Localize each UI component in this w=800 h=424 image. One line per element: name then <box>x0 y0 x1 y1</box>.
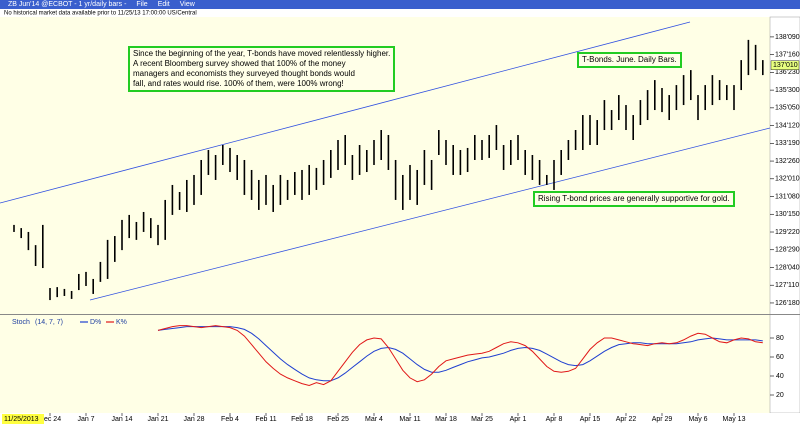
legend-label: D% <box>90 319 101 326</box>
x-tick-label: Feb 4 <box>221 416 239 423</box>
y-tick-label: 130'150 <box>775 211 800 218</box>
x-tick-label: Mar 18 <box>435 416 457 423</box>
x-tick-label: Apr 8 <box>546 416 563 423</box>
stoch-params: (14, 7, 7) <box>35 319 63 326</box>
y-tick-label: 132'010 <box>775 176 800 183</box>
y-tick-label: 135'050 <box>775 105 800 112</box>
stoch-panel <box>0 315 770 413</box>
stoch-line <box>157 325 763 387</box>
annotation-box: Since the beginning of the year, T-bonds… <box>128 46 396 92</box>
cursor-date-box <box>2 414 44 424</box>
y-tick-label: 40 <box>776 373 784 380</box>
stoch-title: Stoch <box>12 319 30 326</box>
cursor-date: 11/25/2013 <box>4 416 39 423</box>
x-tick-label: May 13 <box>723 416 746 423</box>
x-tick-label: Jan 21 <box>147 416 168 423</box>
menu-item[interactable]: File <box>136 1 148 8</box>
y-tick-label: 137'160 <box>775 51 800 58</box>
y-tick-label: 129'220 <box>775 229 800 236</box>
x-tick-label: Feb 18 <box>291 416 313 423</box>
y-tick-label: 128'290 <box>775 247 800 254</box>
x-tick-label: Apr 29 <box>652 416 673 423</box>
channel-upper <box>0 21 691 204</box>
x-tick-label: Feb 25 <box>327 416 349 423</box>
annotation-line: Rising T-bond prices are generally suppo… <box>538 194 730 203</box>
last-price-label: 137'010 <box>773 62 798 69</box>
x-tick-label: Apr 22 <box>616 416 637 423</box>
x-tick-label: Mar 11 <box>399 416 420 423</box>
x-tick-label: Mar 4 <box>365 416 383 423</box>
x-tick-label: Feb 11 <box>255 416 276 423</box>
legend-label: K% <box>116 319 127 326</box>
y-tick-label: 20 <box>776 392 784 399</box>
annotation-line: fall, and rates would rise. 100% of them… <box>133 79 344 88</box>
y-tick-label: 60 <box>776 354 784 361</box>
x-tick-label: Jan 28 <box>183 416 204 423</box>
x-tick-label: Mar 25 <box>471 416 493 423</box>
x-tick-label: Apr 1 <box>510 416 527 423</box>
x-tick-label: Jan 7 <box>77 416 94 423</box>
y-tick-label: 132'260 <box>775 158 800 165</box>
y-tick-label: 127'110 <box>775 282 799 289</box>
x-tick-label: Apr 15 <box>580 416 601 423</box>
annotation-box: T-Bonds. June. Daily Bars. <box>577 52 682 68</box>
y-tick-label: 133'190 <box>775 140 800 147</box>
annotation-box: Rising T-bond prices are generally suppo… <box>533 191 735 207</box>
window-title: ZB Jun'14 @ECBOT - 1 yr/daily bars - <box>8 1 127 8</box>
y-tick-label: 126'180 <box>775 300 800 307</box>
y-tick-label: 134'120 <box>775 122 800 129</box>
y-tick-label: 131'080 <box>775 193 800 200</box>
y-tick-label: 135'300 <box>775 87 800 94</box>
annotation-line: A recent Bloomberg survey showed that 10… <box>133 59 346 68</box>
menu-item[interactable]: View <box>179 1 195 8</box>
x-tick-label: Jan 14 <box>111 416 132 423</box>
y-tick-label: 128'040 <box>775 264 800 271</box>
annotation-line: managers and economists they surveyed th… <box>133 69 355 78</box>
axis-panel <box>769 16 800 414</box>
x-tick-label: May 6 <box>688 416 707 423</box>
x-tick-label: Dec 24 <box>39 416 61 423</box>
note: No historical market data available prio… <box>4 11 197 17</box>
last-price-box <box>770 60 800 70</box>
menu-item[interactable]: Edit <box>157 1 170 8</box>
y-tick-label: 138'090 <box>775 34 800 41</box>
y-tick-label: 136'230 <box>775 69 800 76</box>
annotation-line: Since the beginning of the year, T-bonds… <box>133 49 391 58</box>
title-bar: ZB Jun'14 @ECBOT - 1 yr/daily bars - File… <box>0 0 800 9</box>
time-axis <box>0 413 800 424</box>
y-tick-label: 80 <box>776 335 784 342</box>
channel-lower <box>89 127 771 301</box>
stoch-line <box>157 326 763 382</box>
annotation-line: T-Bonds. June. Daily Bars. <box>582 55 677 64</box>
